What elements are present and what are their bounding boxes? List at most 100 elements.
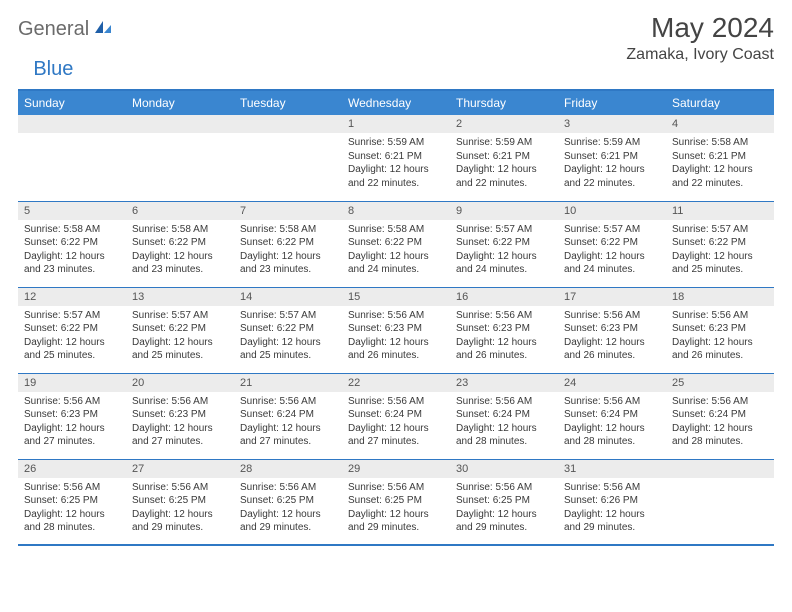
day-body: Sunrise: 5:58 AMSunset: 6:22 PMDaylight:… — [234, 220, 342, 281]
day-line: and 28 minutes. — [456, 435, 552, 449]
day-number: 17 — [558, 288, 666, 306]
weekday-header: Friday — [558, 90, 666, 115]
day-line: Sunrise: 5:56 AM — [456, 309, 552, 323]
calendar-cell: 29Sunrise: 5:56 AMSunset: 6:25 PMDayligh… — [342, 459, 450, 545]
day-line: Sunset: 6:25 PM — [24, 494, 120, 508]
day-number: 15 — [342, 288, 450, 306]
day-body: Sunrise: 5:57 AMSunset: 6:22 PMDaylight:… — [450, 220, 558, 281]
calendar-cell — [18, 115, 126, 201]
day-line: and 29 minutes. — [240, 521, 336, 535]
day-line: Sunset: 6:22 PM — [672, 236, 768, 250]
day-number: 13 — [126, 288, 234, 306]
day-line: Daylight: 12 hours — [564, 336, 660, 350]
day-line: Sunset: 6:21 PM — [672, 150, 768, 164]
day-number: 28 — [234, 460, 342, 478]
calendar-row: 19Sunrise: 5:56 AMSunset: 6:23 PMDayligh… — [18, 373, 774, 459]
day-line: Sunset: 6:21 PM — [564, 150, 660, 164]
calendar-cell: 10Sunrise: 5:57 AMSunset: 6:22 PMDayligh… — [558, 201, 666, 287]
calendar-cell: 4Sunrise: 5:58 AMSunset: 6:21 PMDaylight… — [666, 115, 774, 201]
calendar-cell: 17Sunrise: 5:56 AMSunset: 6:23 PMDayligh… — [558, 287, 666, 373]
day-line: Daylight: 12 hours — [456, 422, 552, 436]
day-line: Sunrise: 5:57 AM — [24, 309, 120, 323]
day-line: Sunrise: 5:56 AM — [456, 395, 552, 409]
day-line: Sunset: 6:24 PM — [564, 408, 660, 422]
day-body: Sunrise: 5:58 AMSunset: 6:22 PMDaylight:… — [18, 220, 126, 281]
calendar-row: 26Sunrise: 5:56 AMSunset: 6:25 PMDayligh… — [18, 459, 774, 545]
day-line: Daylight: 12 hours — [348, 422, 444, 436]
day-line: Sunrise: 5:59 AM — [348, 136, 444, 150]
location-text: Zamaka, Ivory Coast — [626, 46, 774, 64]
day-number — [126, 115, 234, 133]
day-body: Sunrise: 5:56 AMSunset: 6:25 PMDaylight:… — [126, 478, 234, 539]
day-line: Daylight: 12 hours — [564, 422, 660, 436]
day-line: Sunrise: 5:56 AM — [240, 481, 336, 495]
day-line: Sunset: 6:22 PM — [456, 236, 552, 250]
day-line: Sunset: 6:22 PM — [24, 322, 120, 336]
day-line: and 26 minutes. — [456, 349, 552, 363]
brand-part1: General — [18, 18, 89, 41]
day-line: Sunset: 6:23 PM — [456, 322, 552, 336]
calendar-cell: 5Sunrise: 5:58 AMSunset: 6:22 PMDaylight… — [18, 201, 126, 287]
day-line: Daylight: 12 hours — [564, 163, 660, 177]
day-body: Sunrise: 5:56 AMSunset: 6:25 PMDaylight:… — [342, 478, 450, 539]
day-line: Sunrise: 5:56 AM — [456, 481, 552, 495]
calendar-cell: 19Sunrise: 5:56 AMSunset: 6:23 PMDayligh… — [18, 373, 126, 459]
calendar-cell: 2Sunrise: 5:59 AMSunset: 6:21 PMDaylight… — [450, 115, 558, 201]
title-block: May 2024 Zamaka, Ivory Coast — [626, 12, 774, 64]
day-line: Daylight: 12 hours — [132, 422, 228, 436]
day-line: and 25 minutes. — [24, 349, 120, 363]
day-line: Sunrise: 5:58 AM — [672, 136, 768, 150]
calendar-cell — [666, 459, 774, 545]
day-line: and 26 minutes. — [348, 349, 444, 363]
weekday-header: Monday — [126, 90, 234, 115]
day-line: and 29 minutes. — [564, 521, 660, 535]
day-line: and 24 minutes. — [456, 263, 552, 277]
day-line: and 23 minutes. — [24, 263, 120, 277]
day-line: Sunset: 6:25 PM — [240, 494, 336, 508]
calendar-table: Sunday Monday Tuesday Wednesday Thursday… — [18, 89, 774, 546]
calendar-cell: 14Sunrise: 5:57 AMSunset: 6:22 PMDayligh… — [234, 287, 342, 373]
day-line: and 22 minutes. — [456, 177, 552, 191]
day-line: Sunrise: 5:56 AM — [132, 395, 228, 409]
day-line: Sunrise: 5:57 AM — [564, 223, 660, 237]
day-line: Sunrise: 5:57 AM — [132, 309, 228, 323]
calendar-cell: 11Sunrise: 5:57 AMSunset: 6:22 PMDayligh… — [666, 201, 774, 287]
day-number: 4 — [666, 115, 774, 133]
day-line: Daylight: 12 hours — [24, 422, 120, 436]
day-line: Daylight: 12 hours — [240, 508, 336, 522]
day-body: Sunrise: 5:56 AMSunset: 6:25 PMDaylight:… — [18, 478, 126, 539]
day-line: and 29 minutes. — [348, 521, 444, 535]
calendar-cell: 20Sunrise: 5:56 AMSunset: 6:23 PMDayligh… — [126, 373, 234, 459]
day-line: Daylight: 12 hours — [132, 250, 228, 264]
day-line: Sunrise: 5:57 AM — [240, 309, 336, 323]
day-line: Sunset: 6:24 PM — [456, 408, 552, 422]
day-number: 14 — [234, 288, 342, 306]
weekday-header: Sunday — [18, 90, 126, 115]
day-line: Daylight: 12 hours — [672, 250, 768, 264]
day-line: Sunrise: 5:56 AM — [348, 481, 444, 495]
day-number: 3 — [558, 115, 666, 133]
day-line: Daylight: 12 hours — [348, 250, 444, 264]
day-line: and 24 minutes. — [564, 263, 660, 277]
day-line: Sunset: 6:25 PM — [348, 494, 444, 508]
day-line: Sunset: 6:22 PM — [132, 322, 228, 336]
day-number: 22 — [342, 374, 450, 392]
calendar-row: 1Sunrise: 5:59 AMSunset: 6:21 PMDaylight… — [18, 115, 774, 201]
sail-icon — [93, 19, 113, 40]
day-line: Sunrise: 5:58 AM — [240, 223, 336, 237]
calendar-cell: 15Sunrise: 5:56 AMSunset: 6:23 PMDayligh… — [342, 287, 450, 373]
calendar-header: Sunday Monday Tuesday Wednesday Thursday… — [18, 90, 774, 115]
day-body: Sunrise: 5:57 AMSunset: 6:22 PMDaylight:… — [666, 220, 774, 281]
day-line: Daylight: 12 hours — [456, 250, 552, 264]
day-line: Daylight: 12 hours — [24, 336, 120, 350]
day-line: Sunset: 6:22 PM — [348, 236, 444, 250]
day-body: Sunrise: 5:59 AMSunset: 6:21 PMDaylight:… — [342, 133, 450, 194]
day-body: Sunrise: 5:56 AMSunset: 6:25 PMDaylight:… — [234, 478, 342, 539]
calendar-cell: 30Sunrise: 5:56 AMSunset: 6:25 PMDayligh… — [450, 459, 558, 545]
day-number: 31 — [558, 460, 666, 478]
day-line: and 28 minutes. — [24, 521, 120, 535]
calendar-cell: 7Sunrise: 5:58 AMSunset: 6:22 PMDaylight… — [234, 201, 342, 287]
day-line: Sunset: 6:23 PM — [24, 408, 120, 422]
calendar-cell: 16Sunrise: 5:56 AMSunset: 6:23 PMDayligh… — [450, 287, 558, 373]
day-line: and 23 minutes. — [132, 263, 228, 277]
